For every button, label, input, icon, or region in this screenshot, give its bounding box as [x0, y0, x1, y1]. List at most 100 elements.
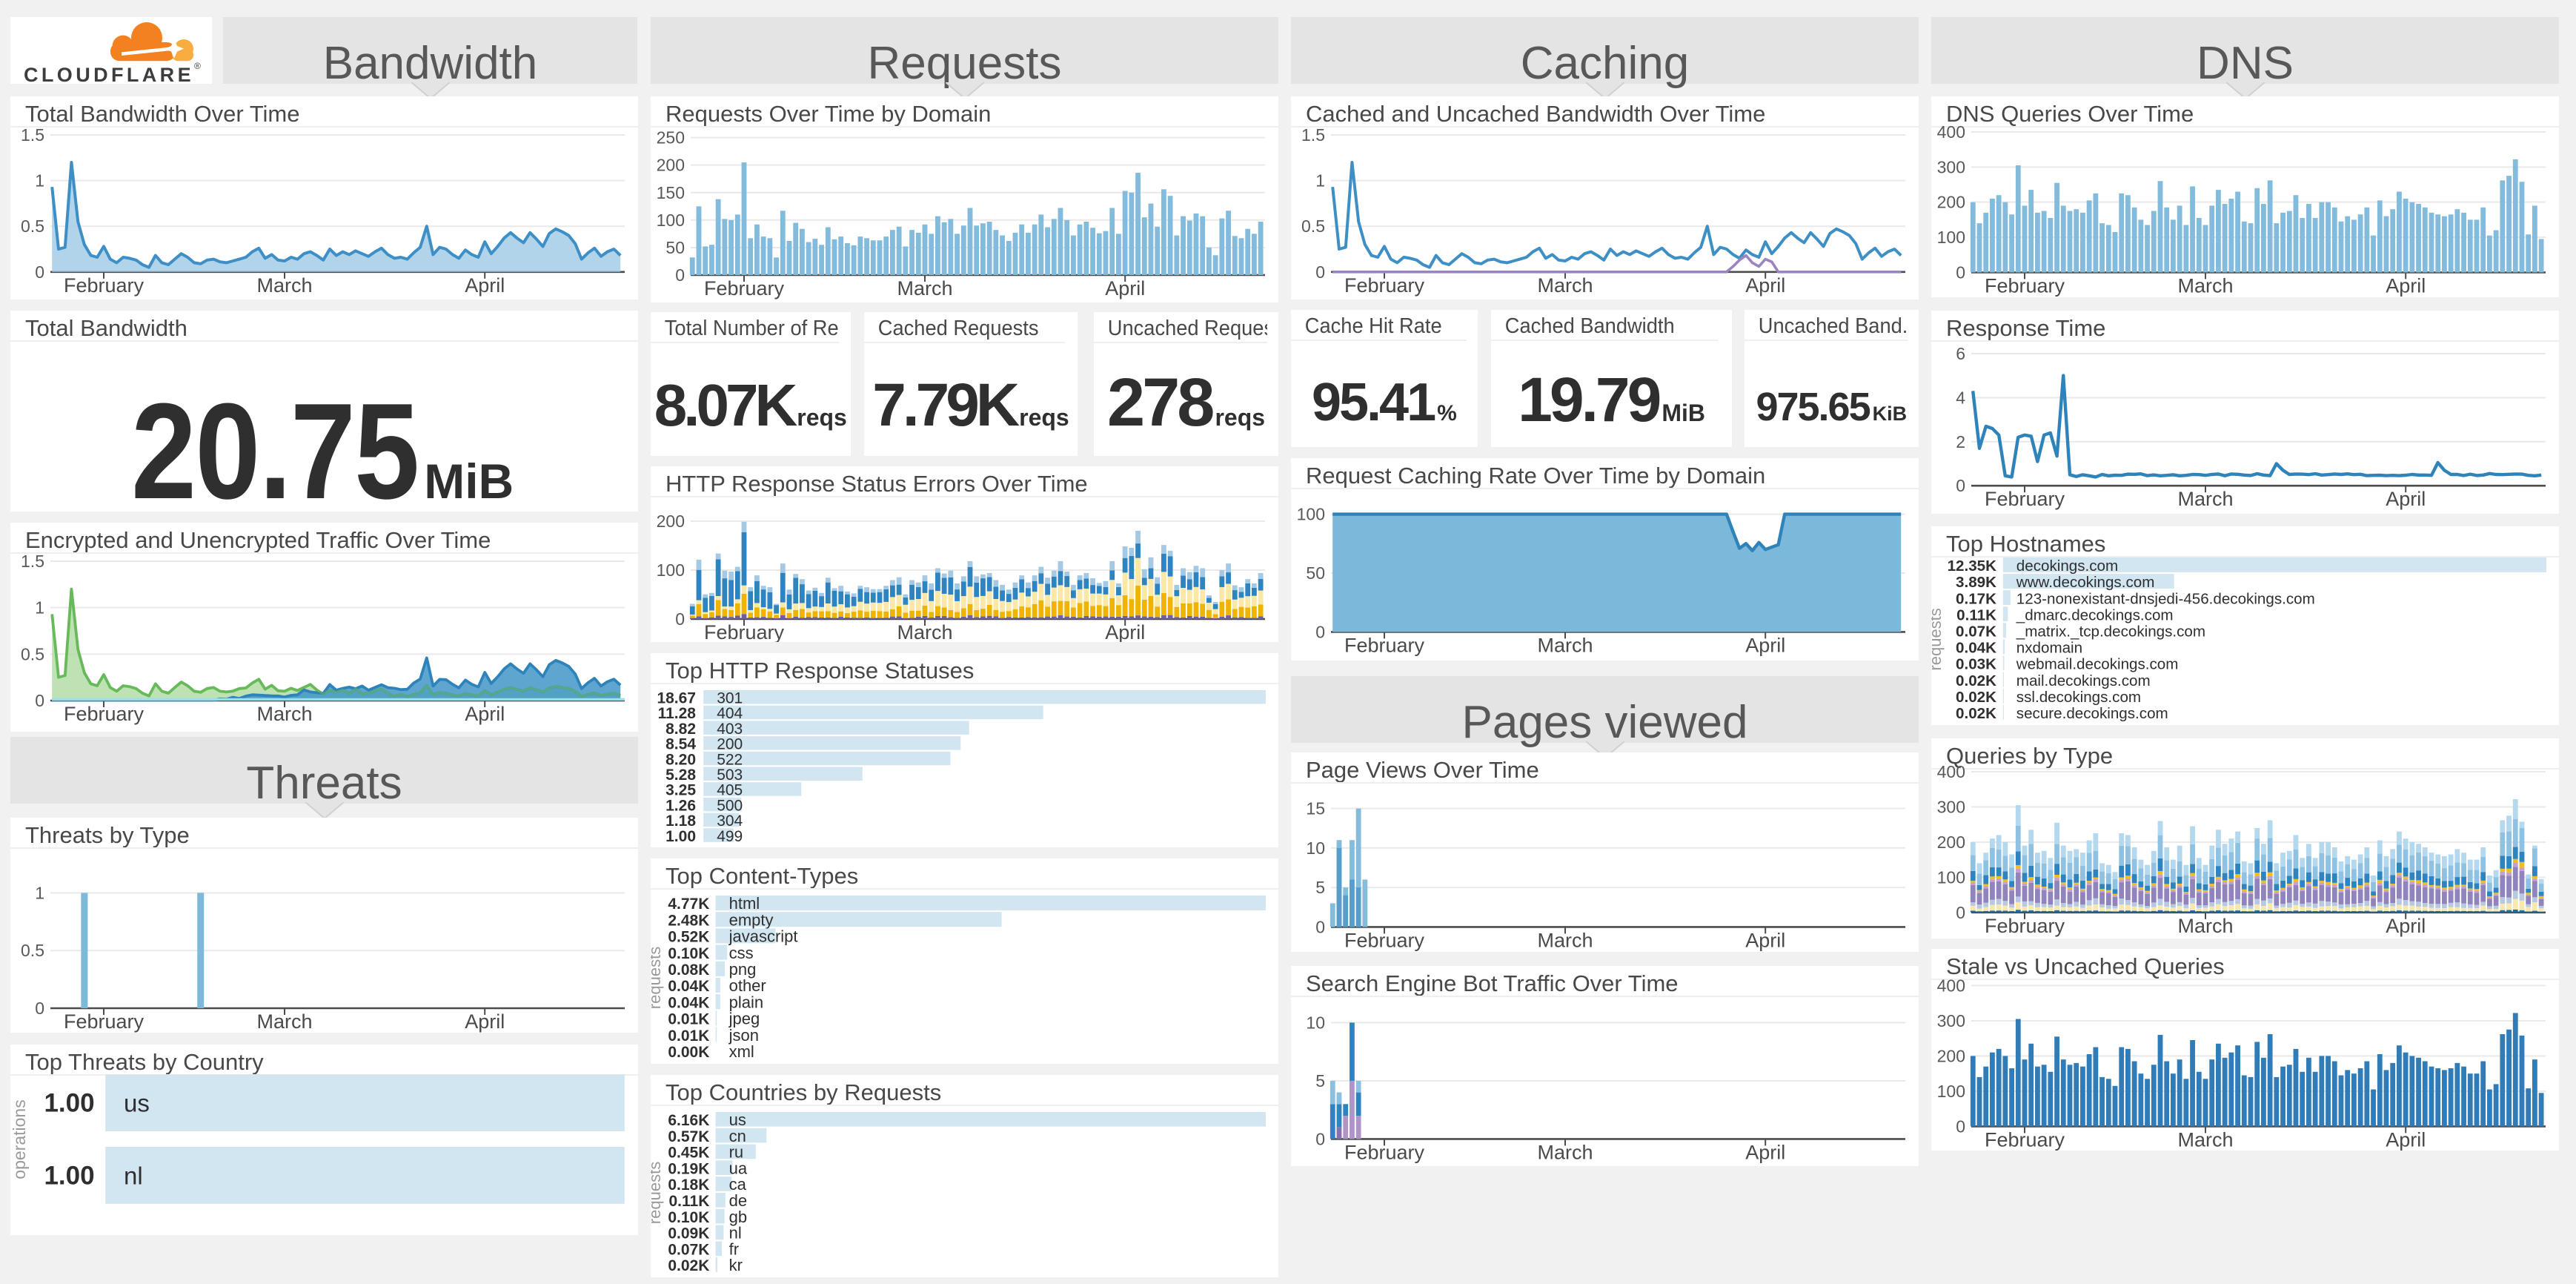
svg-text:March: March	[1537, 929, 1593, 951]
svg-text:0: 0	[1956, 903, 1965, 922]
svg-text:png: png	[729, 960, 757, 979]
svg-text:12.35K: 12.35K	[1948, 557, 1997, 575]
svg-text:400: 400	[1937, 762, 1965, 781]
svg-text:®: ®	[194, 61, 201, 71]
svg-text:0.5: 0.5	[21, 216, 44, 236]
svg-text:405: 405	[717, 782, 743, 799]
svg-text:2.48K: 2.48K	[668, 912, 709, 929]
svg-text:_matrix._tcp.decokings.com: _matrix._tcp.decokings.com	[2016, 623, 2205, 640]
svg-text:0: 0	[1956, 262, 1965, 282]
svg-text:0.01K: 0.01K	[668, 1027, 709, 1045]
svg-text:March: March	[2177, 274, 2233, 297]
svg-text:CLOUDFLARE: CLOUDFLARE	[24, 64, 194, 84]
svg-text:us: us	[729, 1111, 746, 1129]
svg-text:300: 300	[1937, 797, 1965, 816]
svg-text:March: March	[256, 703, 312, 725]
svg-text:json: json	[728, 1026, 759, 1045]
svg-text:April: April	[2386, 915, 2426, 937]
svg-text:0.17K: 0.17K	[1956, 590, 1996, 607]
svg-text:400: 400	[1937, 122, 1965, 142]
svg-text:February: February	[1985, 488, 2065, 510]
svg-text:100: 100	[657, 560, 685, 580]
svg-text:123-nonexistant-dnsjedi-456.de: 123-nonexistant-dnsjedi-456.decokings.co…	[2016, 590, 2315, 607]
svg-text:400: 400	[1937, 976, 1965, 995]
svg-text:0.07K: 0.07K	[1956, 623, 1996, 640]
svg-text:kr: kr	[729, 1256, 743, 1274]
svg-text:0.07K: 0.07K	[668, 1241, 709, 1258]
svg-text:February: February	[704, 621, 785, 642]
svg-text:100: 100	[1297, 505, 1325, 524]
svg-text:1.18: 1.18	[665, 813, 696, 830]
svg-text:cn: cn	[729, 1127, 746, 1145]
svg-text:304: 304	[717, 813, 743, 830]
svg-text:0.57K: 0.57K	[668, 1128, 709, 1145]
svg-text:11.28: 11.28	[658, 705, 697, 722]
svg-text:_dmarc.decokings.com: _dmarc.decokings.com	[2016, 606, 2174, 623]
svg-text:1.5: 1.5	[21, 552, 44, 571]
svg-text:April: April	[465, 703, 505, 725]
svg-text:499: 499	[717, 828, 743, 845]
svg-text:1: 1	[35, 171, 44, 191]
svg-text:operations: operations	[10, 1099, 29, 1179]
svg-text:200: 200	[1937, 193, 1965, 212]
svg-text:0.04K: 0.04K	[668, 978, 709, 995]
svg-text:March: March	[256, 274, 312, 297]
svg-text:other: other	[729, 976, 766, 995]
svg-text:5.28: 5.28	[665, 767, 696, 784]
svg-text:1.00: 1.00	[665, 828, 696, 845]
svg-text:0: 0	[675, 265, 685, 285]
svg-text:503: 503	[717, 767, 743, 784]
svg-text:0.09K: 0.09K	[668, 1225, 709, 1242]
svg-text:March: March	[1537, 274, 1593, 297]
svg-text:April: April	[1745, 929, 1785, 951]
svg-text:0.00K: 0.00K	[668, 1044, 709, 1061]
svg-text:decokings.com: decokings.com	[2016, 557, 2118, 575]
svg-text:0: 0	[35, 691, 44, 710]
svg-text:8.20: 8.20	[665, 751, 696, 768]
svg-text:ssl.decokings.com: ssl.decokings.com	[2016, 689, 2141, 706]
svg-text:0: 0	[1956, 1116, 1965, 1136]
svg-text:javascript: javascript	[728, 927, 798, 946]
svg-text:15: 15	[1306, 799, 1325, 818]
svg-text:200: 200	[657, 512, 685, 531]
svg-text:0.52K: 0.52K	[668, 929, 709, 946]
svg-text:empty: empty	[729, 910, 774, 929]
svg-text:1: 1	[35, 598, 44, 618]
svg-text:6.16K: 6.16K	[668, 1112, 709, 1129]
svg-text:ca: ca	[729, 1175, 747, 1194]
svg-text:0: 0	[1315, 622, 1325, 641]
svg-text:250: 250	[657, 128, 685, 148]
svg-text:April: April	[2386, 274, 2426, 297]
svg-text:0.04K: 0.04K	[1956, 640, 1996, 657]
svg-text:301: 301	[717, 690, 743, 707]
svg-text:February: February	[1985, 274, 2065, 297]
svg-text:April: April	[1745, 274, 1785, 297]
svg-text:April: April	[2386, 488, 2426, 510]
svg-text:nl: nl	[124, 1162, 143, 1189]
svg-text:0.5: 0.5	[21, 941, 44, 960]
svg-text:100: 100	[1937, 1082, 1965, 1101]
svg-text:nl: nl	[729, 1224, 742, 1242]
svg-text:300: 300	[1937, 1011, 1965, 1030]
svg-text:gb: gb	[729, 1208, 747, 1226]
svg-text:522: 522	[717, 751, 743, 768]
svg-text:February: February	[1985, 1128, 2065, 1151]
svg-text:18.67: 18.67	[657, 690, 696, 707]
svg-text:50: 50	[1306, 563, 1325, 583]
svg-text:500: 500	[717, 797, 743, 814]
svg-text:1.00: 1.00	[44, 1161, 94, 1190]
svg-text:0.02K: 0.02K	[1956, 689, 1996, 706]
svg-text:February: February	[64, 1010, 145, 1033]
svg-text:0.45K: 0.45K	[668, 1145, 709, 1162]
svg-text:0: 0	[1956, 476, 1965, 495]
svg-text:February: February	[1985, 915, 2065, 937]
svg-text:March: March	[1537, 634, 1593, 656]
svg-text:0: 0	[1315, 917, 1325, 936]
svg-text:0.5: 0.5	[21, 644, 44, 663]
svg-text:April: April	[1105, 277, 1145, 300]
svg-text:March: March	[2177, 488, 2233, 510]
svg-text:0: 0	[35, 999, 44, 1018]
svg-text:0: 0	[1315, 1129, 1325, 1148]
svg-text:200: 200	[717, 736, 743, 753]
svg-text:150: 150	[657, 183, 685, 202]
